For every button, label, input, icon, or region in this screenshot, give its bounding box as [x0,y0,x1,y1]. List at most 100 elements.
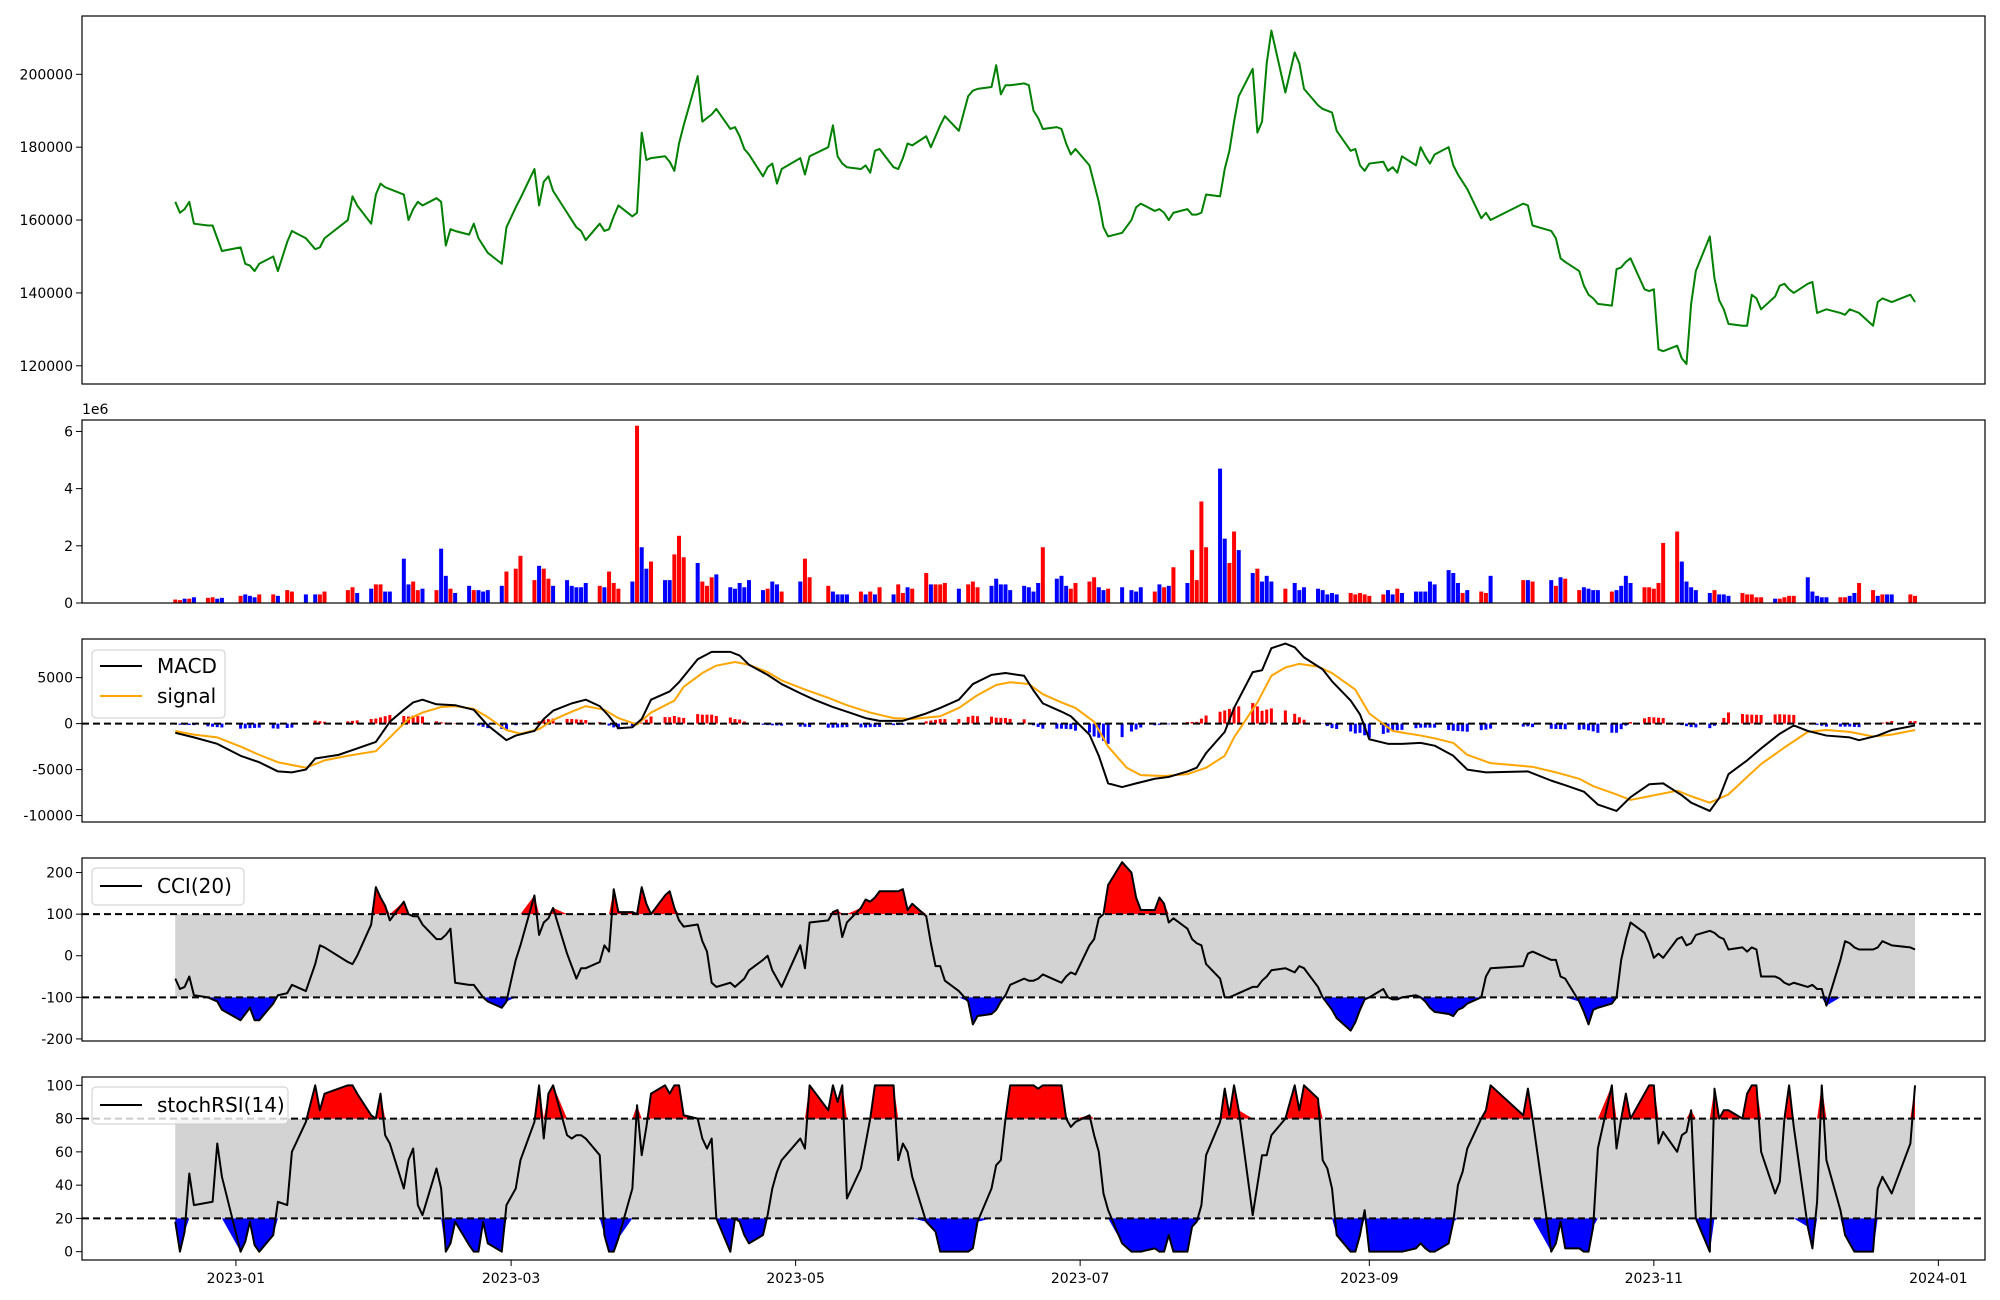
macd-histogram-bar [1325,723,1329,727]
volume-bar [1381,594,1386,603]
macd-histogram-bar [1806,723,1810,724]
macd-histogram-bar [1120,723,1124,738]
volume-bar [383,591,388,603]
x-tick-label: 2023-05 [766,1271,825,1287]
macd-histogram-bar [504,723,508,730]
macd-histogram-bar [355,720,359,724]
volume-bar [485,590,490,603]
volume-bar [1385,590,1390,603]
macd-histogram-bar [1269,708,1273,724]
volume-bar [1134,591,1139,603]
cci-ytick-label: 200 [46,866,73,882]
macd-histogram-bar [1890,721,1894,724]
macd-histogram-bar [1073,723,1077,731]
volume-bar [1087,581,1092,603]
macd-histogram-bar [584,720,588,724]
volume-bar [746,580,751,604]
volume-bar [891,594,896,603]
macd-histogram-bar [1848,723,1852,727]
macd-histogram-bar [700,714,704,724]
price-ytick-label: 120000 [20,359,73,375]
macd-histogram-bar [780,723,784,726]
macd-histogram-bar [416,716,420,724]
volume-offset-label: 1e6 [82,402,109,418]
volume-bar [863,594,868,603]
macd-histogram-bar [1591,723,1595,732]
volume-bar [1777,598,1782,603]
macd-histogram-bar [1587,723,1591,731]
macd-histogram-bar [1843,723,1847,727]
volume-bar [574,587,579,603]
macd-histogram-bar [705,714,709,724]
volume-bar [1204,547,1209,603]
volume-bar [1423,591,1428,603]
volume-bar [350,587,355,603]
volume-bar [406,584,411,603]
volume-bar [378,584,383,603]
macd-histogram-bar [957,719,961,724]
macd-histogram-bar [1199,718,1203,724]
stochrsi-oversold-fill [175,1218,1916,1252]
volume-bar [1316,588,1321,603]
macd-histogram-bar [1577,723,1581,730]
volume-bar [970,581,975,603]
volume-bar [1609,591,1614,603]
macd-histogram-bar [1549,723,1553,729]
macd-histogram-bar [318,721,322,724]
cci-line [174,861,1916,1032]
macd-histogram-bar [1232,707,1236,724]
macd-histogram-bar [1712,723,1716,726]
macd-histogram-bar [1554,723,1558,729]
macd-ytick-label: -10000 [23,809,73,825]
macd-histogram-bar [770,723,774,726]
macd-histogram-bar [1101,723,1105,741]
volume-bar [868,591,873,603]
macd-histogram-bar [1726,712,1730,724]
volume-bar [1843,597,1848,603]
volume-bar [667,580,672,604]
volume-bar [401,558,406,603]
volume-bar [1073,582,1078,603]
cci-ytick-label: 0 [64,949,73,965]
macd-histogram-bar [239,723,243,729]
macd-histogram-bar [1419,723,1423,728]
volume-bar [989,585,994,603]
macd-histogram-bar [579,719,583,724]
macd-histogram-bar [1092,723,1096,737]
volume-bar [1871,590,1876,603]
x-tick-label: 2023-11 [1625,1271,1684,1287]
volume-bar [760,590,765,603]
volume-bar [1558,577,1563,603]
cci-ytick-label: 100 [46,907,73,923]
x-tick-label: 2023-01 [207,1271,266,1287]
macd-histogram-bar [761,723,765,725]
macd-histogram-bar [402,716,406,724]
volume-bar [345,590,350,603]
macd-histogram-bar [873,723,877,728]
volume-bar [1488,575,1493,603]
x-tick-label: 2023-07 [1051,1271,1110,1287]
volume-bar [504,571,509,603]
macd-histogram-bar [206,723,210,727]
macd-histogram-bar [682,717,686,724]
macd-histogram-bar [803,723,807,727]
volume-bar [1647,587,1652,603]
volume-bar [802,558,807,603]
volume-bar [1185,582,1190,603]
macd-histogram-bar [1484,723,1488,730]
macd-histogram-bar [1260,710,1264,724]
macd-histogram-bar [1643,718,1647,724]
macd-histogram-bar [1395,723,1399,731]
volume-bar [835,594,840,603]
volume-bar [1810,591,1815,603]
volume-bar [411,581,416,603]
volume-bar [387,591,392,603]
macd-histogram-bar [1227,708,1231,724]
volume-bar [872,594,877,603]
macd-histogram-bar [285,723,289,728]
legend-label-signal: signal [157,684,216,708]
cci-panel: -200 -100 0 100 200 [41,857,1986,1048]
volume-bar [1152,591,1157,603]
volume-bar [1222,538,1227,603]
volume-bar [1530,581,1535,603]
